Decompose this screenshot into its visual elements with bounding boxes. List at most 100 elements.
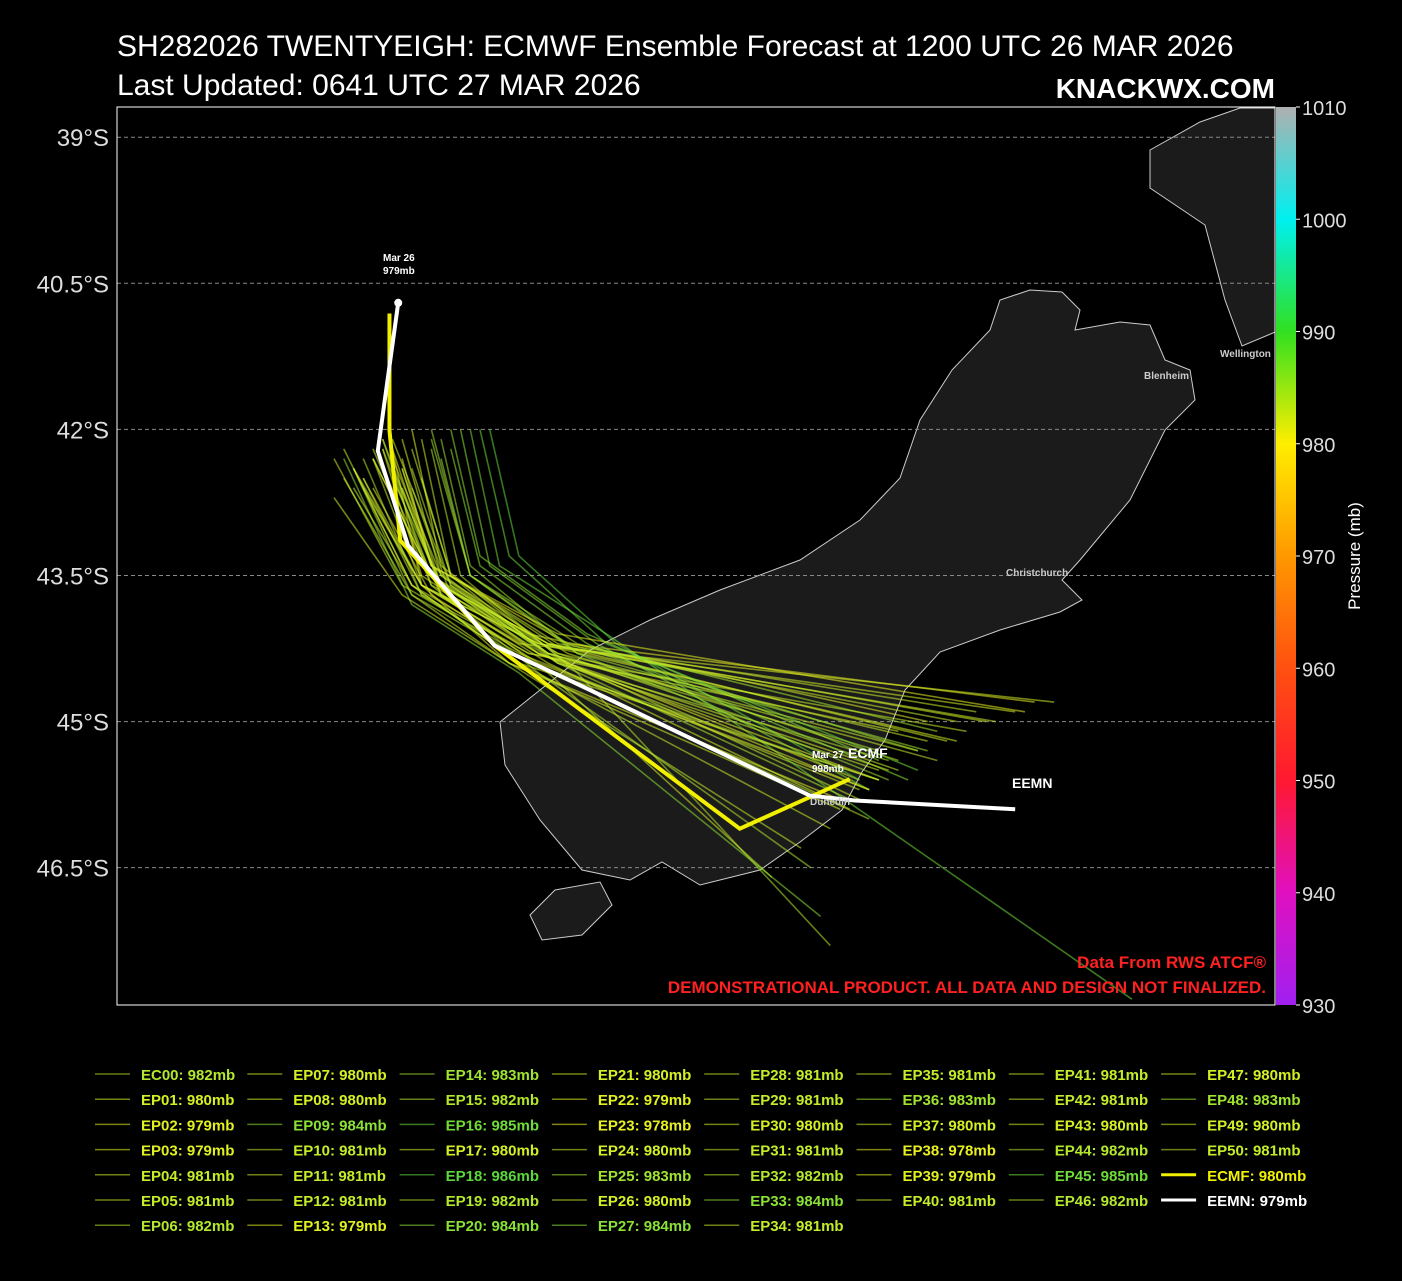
city-label: Blenheim	[1144, 371, 1189, 382]
legend-entry: EP10: 981mb	[293, 1143, 386, 1160]
ensemble-track	[401, 458, 1026, 713]
ensemble-track	[469, 429, 1133, 1000]
legend-entry: EEMN: 979mb	[1207, 1193, 1307, 1210]
legend-entry: EP26: 980mb	[598, 1193, 691, 1210]
track-start	[394, 298, 403, 307]
legend-entry: EP24: 980mb	[598, 1143, 691, 1160]
legend-entry: EP14: 983mb	[446, 1067, 539, 1084]
colorbar-tick-label: 930	[1302, 996, 1335, 1018]
ensemble-track	[333, 497, 841, 810]
legend-entry: EP09: 984mb	[293, 1117, 386, 1134]
ensemble-track	[343, 448, 831, 830]
legend-entry: EC00: 982mb	[141, 1067, 235, 1084]
legend-entry: ECMF: 980mb	[1207, 1168, 1306, 1185]
main-track	[375, 302, 1016, 812]
legend-entry: EP20: 984mb	[446, 1218, 539, 1235]
legend-entry: EP48: 983mb	[1207, 1092, 1300, 1109]
colorbar-tick-label: 990	[1302, 323, 1335, 345]
legend-entry: EP49: 980mb	[1207, 1117, 1300, 1134]
legend-entry: EP29: 981mb	[750, 1092, 843, 1109]
legend-entry: EP07: 980mb	[293, 1067, 386, 1084]
track-label: ECMF	[848, 745, 888, 761]
legend-entry: EP04: 981mb	[141, 1168, 234, 1185]
legend-entry: EP31: 981mb	[750, 1143, 843, 1160]
chart-title: SH282026 TWENTYEIGH: ECMWF Ensemble Fore…	[117, 30, 1234, 63]
ensemble-track	[381, 468, 851, 810]
legend-entry: EP03: 979mb	[141, 1143, 234, 1160]
annotation: 998mb	[812, 764, 844, 775]
colorbar-tick-label: 960	[1302, 659, 1335, 681]
legend-entry: EP43: 980mb	[1055, 1117, 1148, 1134]
legend-entry: EP37: 980mb	[903, 1117, 996, 1134]
legend-entry: EP41: 981mb	[1055, 1067, 1148, 1084]
chart-subtitle: Last Updated: 0641 UTC 27 MAR 2026	[117, 69, 641, 102]
legend-entry: EP46: 982mb	[1055, 1193, 1148, 1210]
y-tick-label: 40.5°S	[37, 271, 109, 298]
legend-entry: EP32: 982mb	[750, 1168, 843, 1185]
legend-entry: EP35: 981mb	[903, 1067, 996, 1084]
legend-entry: EP17: 980mb	[446, 1143, 539, 1160]
ensemble-track	[343, 458, 822, 917]
legend-entry: EP11: 981mb	[293, 1168, 386, 1185]
annotation: Mar 27	[812, 750, 844, 761]
colorbar	[1276, 107, 1296, 1005]
legend-entry: EP05: 981mb	[141, 1193, 234, 1210]
annotation: 979mb	[383, 266, 415, 277]
legend-entry: EP06: 982mb	[141, 1218, 234, 1235]
legend-entry: EP22: 979mb	[598, 1092, 691, 1109]
ensemble-track	[430, 438, 928, 752]
legend-entry: EP18: 986mb	[446, 1168, 539, 1185]
y-tick-label: 46.5°S	[37, 856, 109, 883]
legend-entry: EP36: 983mb	[903, 1092, 996, 1109]
ensemble-track	[440, 438, 889, 781]
ensemble-track	[391, 468, 928, 742]
legend-entry: EP01: 980mb	[141, 1092, 234, 1109]
legend-entry: EP19: 982mb	[446, 1193, 539, 1210]
legend-entry: EP45: 985mb	[1055, 1168, 1148, 1185]
ensemble-track	[372, 458, 870, 791]
city-label: Christchurch	[1006, 568, 1068, 579]
legend-entry: EP50: 981mb	[1207, 1143, 1300, 1160]
legend-entry: EP33: 984mb	[750, 1193, 843, 1210]
legend-entry: EP38: 978mb	[903, 1143, 996, 1160]
plot-frame	[116, 106, 1276, 1006]
legend-entry: EP21: 980mb	[598, 1067, 691, 1084]
colorbar-tick-label: 980	[1302, 435, 1335, 457]
legend-entry: EP44: 982mb	[1055, 1143, 1148, 1160]
land-stewart-island	[529, 881, 613, 941]
map	[117, 107, 1275, 1000]
legend-entry: EP30: 980mb	[750, 1117, 843, 1134]
credit: Data From RWS ATCF®	[1077, 953, 1266, 972]
colorbar-tick-label: 970	[1302, 547, 1335, 569]
track-label: EEMN	[1012, 775, 1052, 791]
colorbar-tick-label: 1010	[1302, 98, 1347, 120]
brand: KNACKWX.COM	[1056, 73, 1275, 104]
legend-entry: EP39: 979mb	[903, 1168, 996, 1185]
legend-entry: EP40: 981mb	[903, 1193, 996, 1210]
legend-entry: EP15: 982mb	[446, 1092, 539, 1109]
legend-entry: EP13: 979mb	[293, 1218, 386, 1235]
legend-entry: EP12: 981mb	[293, 1193, 386, 1210]
ensemble-track	[411, 468, 851, 801]
y-tick-label: 39°S	[57, 125, 109, 152]
colorbar-label: Pressure (mb)	[1345, 502, 1364, 610]
legend-entry: EP23: 978mb	[598, 1117, 691, 1134]
legend-entry: EP25: 983mb	[598, 1168, 691, 1185]
legend-entry: EP08: 980mb	[293, 1092, 386, 1109]
city-label: Wellington	[1220, 349, 1271, 360]
legend-entry: EP42: 981mb	[1055, 1092, 1148, 1109]
colorbar-tick-label: 1000	[1302, 210, 1347, 232]
legend-entry: EP16: 985mb	[446, 1117, 539, 1134]
legend-entry: EP34: 981mb	[750, 1218, 843, 1235]
ensemble-track	[420, 438, 899, 762]
colorbar-tick-label: 940	[1302, 884, 1335, 906]
legend-entry: EP28: 981mb	[750, 1067, 843, 1084]
ensemble-track	[488, 429, 860, 781]
annotation: Mar 26	[383, 253, 415, 264]
colorbar-tick-label: 950	[1302, 772, 1335, 794]
legend-entry: EP27: 984mb	[598, 1218, 691, 1235]
land-north-island	[1149, 107, 1275, 347]
y-tick-label: 43.5°S	[37, 563, 109, 590]
y-tick-label: 42°S	[57, 417, 109, 444]
